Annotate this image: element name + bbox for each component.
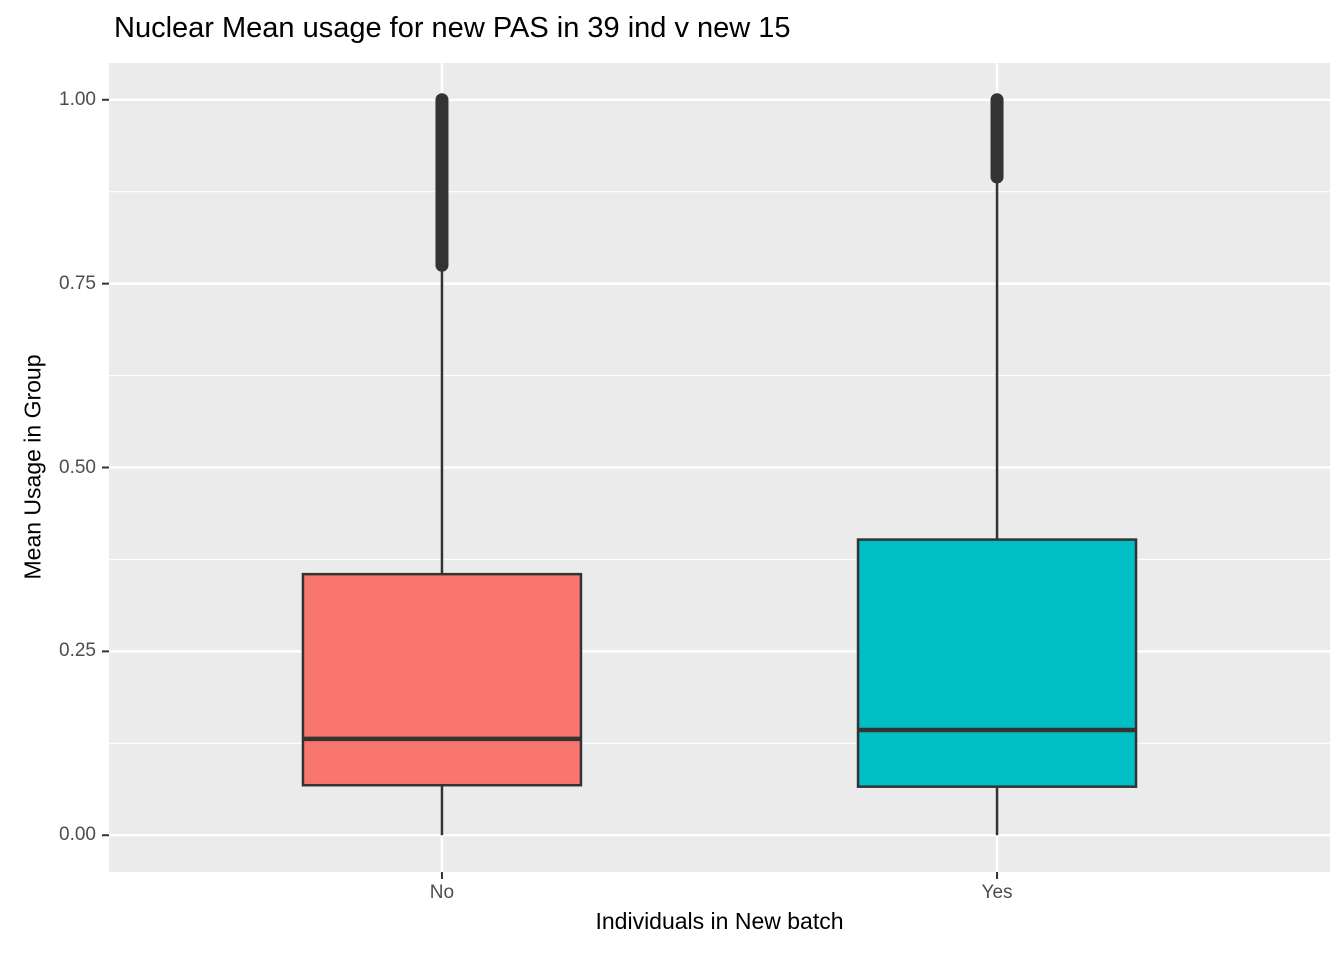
- y-tick-label: 0.50: [59, 456, 96, 478]
- y-tick-label: 0.00: [59, 824, 96, 846]
- x-axis-title: Individuals in New batch: [595, 908, 844, 934]
- y-tick-label: 0.25: [59, 640, 96, 662]
- y-tick-label: 1.00: [59, 88, 96, 110]
- box-yes: [856, 538, 1138, 788]
- y-tick-label: 0.75: [59, 272, 96, 294]
- box-no: [301, 572, 583, 787]
- x-tick-label: No: [429, 882, 455, 903]
- chart-title: Nuclear Mean usage for new PAS in 39 ind…: [114, 12, 791, 44]
- x-tick-label: Yes: [981, 882, 1013, 903]
